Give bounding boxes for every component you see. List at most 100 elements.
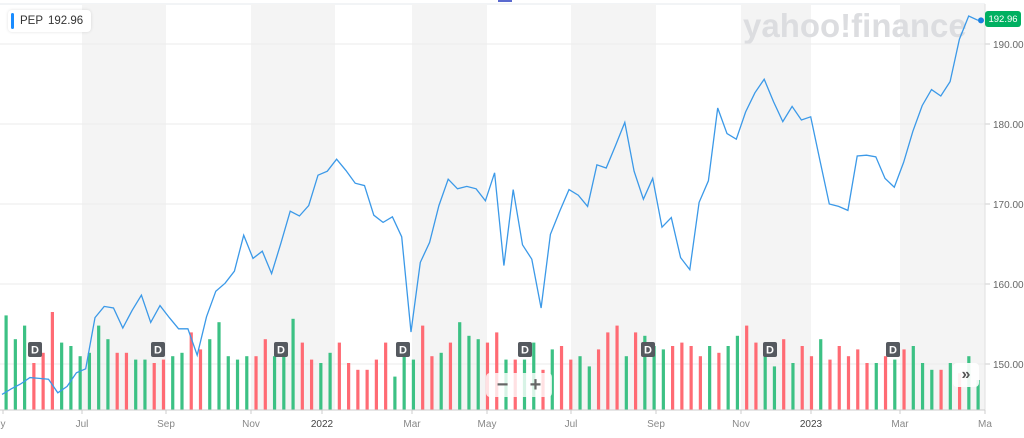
x-axis-tick-label: Ma [978,419,992,430]
volume-bar [134,359,138,410]
ticker-legend[interactable]: PEP 192.96 [8,10,92,32]
x-axis-tick-label: Jul [76,419,89,430]
volume-bar [87,352,92,410]
x-axis-tick-label: Jul [565,419,578,430]
volume-bar [800,346,804,410]
scroll-right-button[interactable]: » [953,363,979,387]
volume-bar [578,356,582,410]
volume-bar [559,346,564,410]
x-axis-tick-label: Sep [157,419,175,430]
dividend-marker[interactable]: D [641,342,655,357]
dividend-marker[interactable]: D [396,342,410,357]
volume-bar [652,346,656,410]
svg-text:D: D [399,345,407,357]
dividend-marker[interactable]: D [763,342,777,357]
volume-bar [226,356,230,410]
volume-bar [717,352,721,410]
volume-bar [384,342,388,410]
volume-bar [828,359,832,410]
volume-bar [698,356,702,410]
volume-bar [198,349,203,410]
volume-bar [124,352,129,410]
dividend-marker[interactable]: D [274,342,288,357]
dividend-marker[interactable]: D [518,342,532,357]
volume-bar [171,356,175,410]
volume-bar [143,359,147,410]
volume-bar [448,342,453,410]
price-line [1,15,979,395]
svg-text:D: D [154,345,162,357]
x-axis-tick-label: May [478,419,497,430]
y-axis-tick-label: 180.00 [993,120,1024,131]
zoom-out-button[interactable]: − [496,374,509,396]
volume-bar [587,366,591,410]
volume-bar [624,356,628,410]
x-axis-tick-label: Mar [403,419,421,430]
volume-bar [97,325,101,410]
svg-text:D: D [644,345,652,357]
volume-bar [745,325,749,410]
x-axis-tick-label: Sep [647,419,665,430]
volume-bar [596,349,601,410]
volume-bar [874,363,878,410]
volume-bar [791,363,795,410]
volume-bar [467,335,471,410]
dividend-marker[interactable]: D [886,342,900,357]
volume-bar [726,346,730,410]
y-axis-tick-label: 150.00 [993,360,1024,371]
month-band [571,4,656,410]
dividend-marker[interactable]: D [151,342,165,357]
ticker-price: 192.96 [48,15,84,27]
month-band [900,4,985,410]
volume-bar [606,332,610,410]
x-axis-tick-label: Mar [891,419,909,430]
volume-bar [328,352,332,410]
x-axis-tick-label: y [1,419,6,430]
volume-bar [920,363,925,410]
volume-bar [615,325,619,410]
volume-bar [402,349,406,410]
volume-bar [856,349,860,410]
volume-bar [754,342,758,410]
zoom-in-button[interactable]: + [529,374,542,396]
volume-bar [32,363,36,410]
volume-bar [217,322,221,410]
volume-bar [550,349,554,410]
volume-bar [365,369,369,410]
volume-bar [782,339,786,410]
volume-bar [458,322,462,410]
dividend-marker[interactable]: D [28,342,42,357]
volume-bar [819,339,823,410]
volume-bar [347,363,351,410]
volume-bar [735,335,740,410]
last-price-badge: 192.96 [985,11,1021,27]
volume-bar [208,339,212,410]
volume-bar [421,325,425,410]
svg-text:D: D [521,345,529,357]
volume-bar [430,356,434,410]
volume-bar [809,356,814,410]
volume-bar [235,359,240,410]
volume-bar [708,346,712,410]
x-axis-tick-label: Nov [732,419,750,430]
volume-bar [4,315,8,410]
volume-bar [846,356,851,410]
volume-bar [911,346,915,410]
volume-bar [411,359,416,410]
zoom-controls: − + [486,373,552,397]
x-axis-tick-label: 2023 [800,419,823,430]
volume-bar [948,363,952,410]
volume-bar [837,346,841,410]
volume-bar [772,366,777,410]
x-axis-tick-label: 2022 [311,419,334,430]
svg-text:D: D [277,345,285,357]
volume-bar [189,332,193,410]
volume-bar [180,352,184,410]
volume-bar [245,356,249,410]
svg-text:D: D [766,345,774,357]
volume-bar [69,346,73,410]
volume-bar [272,356,277,410]
volume-bar [569,359,573,410]
volume-bar [263,339,267,410]
